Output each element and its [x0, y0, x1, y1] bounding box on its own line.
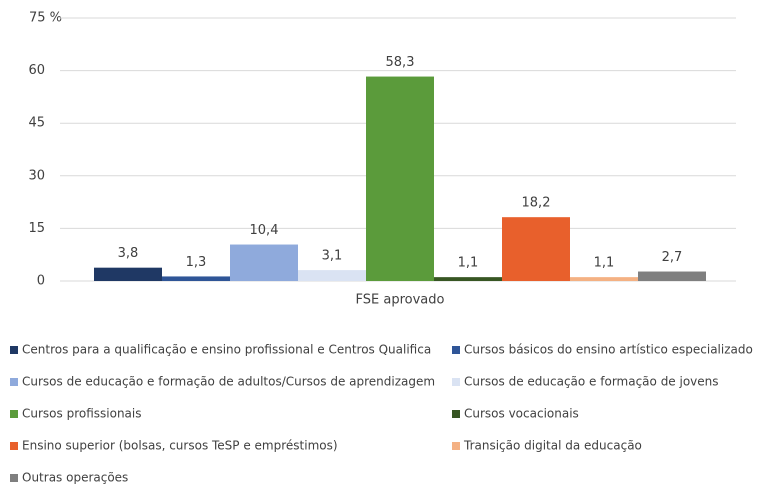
bar	[638, 271, 706, 281]
bar	[230, 244, 298, 281]
legend-swatch	[10, 442, 18, 450]
y-tick-label: 0	[37, 274, 45, 289]
data-label: 3,8	[118, 246, 139, 261]
bar	[162, 276, 230, 281]
legend-label: Cursos básicos do ensino artístico espec…	[464, 343, 753, 357]
bar	[298, 270, 366, 281]
data-label: 10,4	[250, 223, 279, 238]
legend-swatch	[10, 410, 18, 418]
legend-swatch	[10, 378, 18, 386]
legend-swatch	[452, 442, 460, 450]
y-tick-label: 30	[28, 168, 45, 183]
legend-label: Centros para a qualificação e ensino pro…	[22, 343, 431, 357]
legend-swatch	[452, 378, 460, 386]
legend-label: Transição digital da educação	[463, 439, 642, 453]
x-tick-label: FSE aprovado	[356, 293, 445, 308]
data-label: 1,1	[458, 256, 479, 271]
y-tick-label: 60	[28, 63, 45, 78]
bar	[570, 277, 638, 281]
data-label: 3,1	[322, 249, 343, 264]
bar	[502, 217, 570, 281]
data-label: 1,3	[186, 255, 207, 270]
legend-label: Cursos vocacionais	[464, 407, 579, 421]
legend-label: Cursos de educação e formação de jovens	[464, 375, 719, 389]
legend-swatch	[452, 410, 460, 418]
data-label: 18,2	[522, 196, 551, 211]
legend-label: Cursos de educação e formação de adultos…	[22, 375, 435, 389]
legend-swatch	[10, 474, 18, 482]
bar	[434, 277, 502, 281]
bar	[366, 76, 434, 281]
data-label: 2,7	[662, 250, 683, 265]
bar	[94, 267, 162, 281]
legend-swatch	[452, 346, 460, 354]
legend-label: Outras operações	[22, 471, 128, 485]
legend-label: Cursos profissionais	[22, 407, 142, 421]
legend-swatch	[10, 346, 18, 354]
y-tick-label: 15	[28, 221, 45, 236]
y-tick-label: 75 %	[29, 11, 62, 26]
data-label: 58,3	[386, 55, 415, 70]
legend-label: Ensino superior (bolsas, cursos TeSP e e…	[22, 439, 338, 453]
y-tick-label: 45	[28, 116, 45, 131]
data-label: 1,1	[594, 256, 615, 271]
